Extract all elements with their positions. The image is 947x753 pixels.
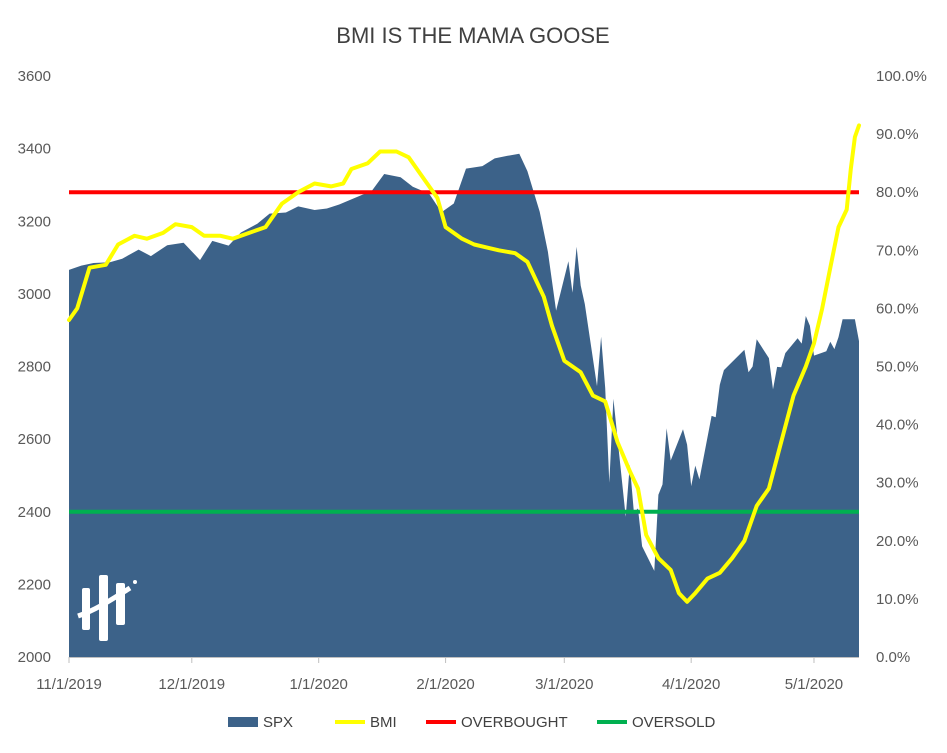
- legend-label: OVERBOUGHT: [461, 714, 568, 731]
- y-right-tick-label: 0.0%: [876, 649, 910, 666]
- logo-swoosh: [77, 585, 132, 619]
- chart-title: BMI IS THE MAMA GOOSE: [336, 23, 609, 48]
- legend-label: OVERSOLD: [632, 714, 716, 731]
- x-tick-label: 4/1/2020: [662, 676, 720, 693]
- logo-bar: [99, 575, 108, 641]
- x-tick-label: 11/1/2019: [36, 676, 102, 693]
- y-left-tick-label: 2000: [18, 649, 51, 666]
- y-left-tick-label: 3200: [18, 213, 51, 230]
- x-tick-label: 12/1/2019: [158, 676, 225, 693]
- y-left-tick-label: 3600: [18, 68, 51, 85]
- line-layer: [67, 123, 861, 604]
- logo-dot: [133, 580, 137, 584]
- x-tick-label: 2/1/2020: [416, 676, 474, 693]
- legend-label: BMI: [370, 714, 397, 731]
- spx-area: [69, 153, 859, 657]
- y-right-tick-label: 10.0%: [876, 591, 919, 608]
- x-tick-label: 3/1/2020: [535, 676, 593, 693]
- legend-swatch: [228, 717, 258, 727]
- y-left-tick-label: 2200: [18, 576, 51, 593]
- hedgeye-logo: [77, 575, 137, 641]
- legend: SPX BMI OVERBOUGHT OVERSOLD: [228, 714, 716, 731]
- y-right-tick-label: 90.0%: [876, 126, 919, 143]
- y-left-tick-label: 3400: [18, 141, 51, 158]
- legend-label: SPX: [263, 714, 293, 731]
- legend-item-spx: SPX: [228, 714, 293, 731]
- y-left-tick-label: 2800: [18, 359, 51, 376]
- y-right-tick-label: 40.0%: [876, 417, 919, 434]
- x-tick-label: 1/1/2020: [289, 676, 347, 693]
- y-right-tick-label: 30.0%: [876, 475, 919, 492]
- y-right-tick-label: 20.0%: [876, 533, 919, 550]
- y-right-tick-label: 70.0%: [876, 242, 919, 259]
- y-left-tick-label: 2600: [18, 431, 51, 448]
- y-right-tick-label: 100.0%: [876, 68, 927, 85]
- y-right-tick-label: 60.0%: [876, 300, 919, 317]
- y-left-tick-label: 3000: [18, 286, 51, 303]
- spx-area-layer: [69, 153, 859, 657]
- bmi-line: [67, 123, 861, 604]
- axes-layer: 2000 2200 2400 2600 2800 3000 3200 3400 3600 0.0%…: [18, 68, 927, 693]
- legend-item-overbought: OVERBOUGHT: [426, 714, 568, 731]
- y-right-tick-label: 50.0%: [876, 359, 919, 376]
- logo-bar: [82, 588, 90, 630]
- y-left-tick-label: 2400: [18, 504, 51, 521]
- legend-item-bmi: BMI: [335, 714, 397, 731]
- legend-item-oversold: OVERSOLD: [597, 714, 716, 731]
- x-tick-label: 5/1/2020: [785, 676, 843, 693]
- y-right-tick-label: 80.0%: [876, 184, 919, 201]
